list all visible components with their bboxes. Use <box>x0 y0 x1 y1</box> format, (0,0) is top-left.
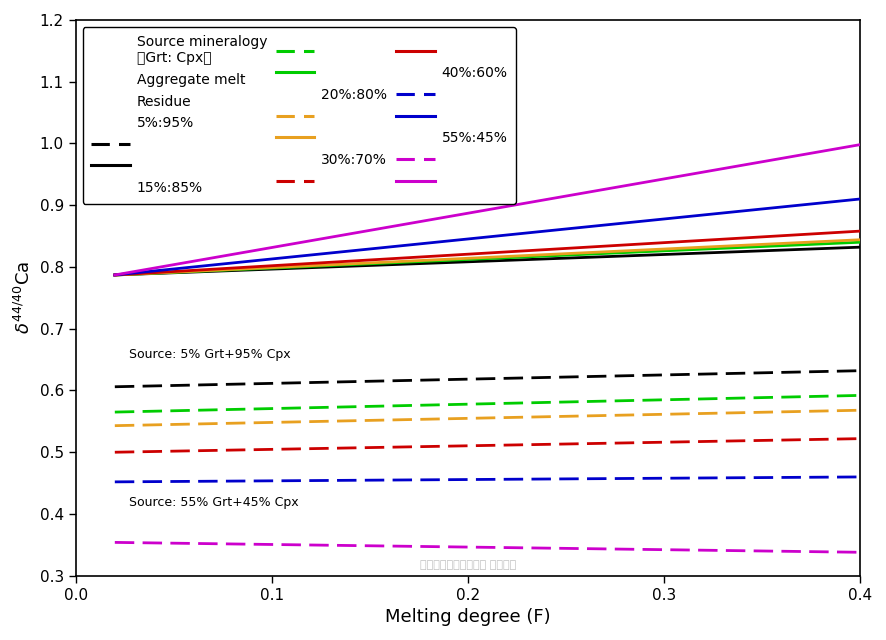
X-axis label: Melting degree (F): Melting degree (F) <box>385 608 550 626</box>
Legend: Source mineralogy
（Grt: Cpx）, Aggregate melt, Residue, 5%:95%, , , 15%:85%, , , : Source mineralogy （Grt: Cpx）, Aggregate … <box>82 27 516 204</box>
Text: 油气藏国家重点实验室 成都理工: 油气藏国家重点实验室 成都理工 <box>420 560 516 570</box>
Text: Source: 5% Grt+95% Cpx: Source: 5% Grt+95% Cpx <box>128 348 291 361</box>
Y-axis label: $\delta^{44/40}$Ca: $\delta^{44/40}$Ca <box>14 261 34 334</box>
Text: Source: 55% Grt+45% Cpx: Source: 55% Grt+45% Cpx <box>128 496 299 509</box>
